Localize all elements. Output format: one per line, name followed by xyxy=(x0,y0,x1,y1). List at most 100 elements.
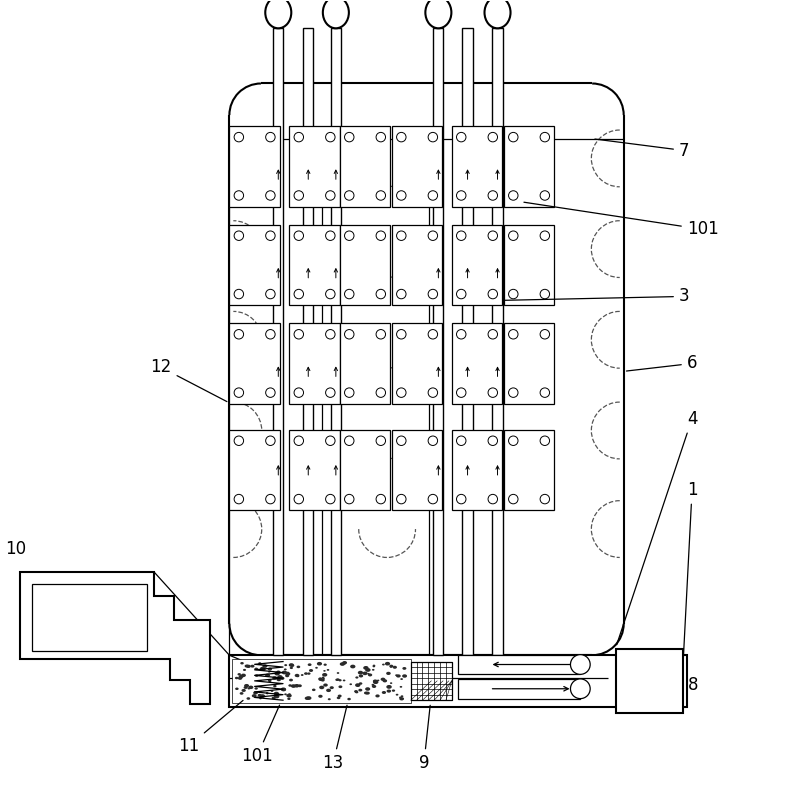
Bar xyxy=(504,430,555,510)
Ellipse shape xyxy=(457,231,466,240)
Ellipse shape xyxy=(350,664,356,668)
Ellipse shape xyxy=(253,691,258,694)
Ellipse shape xyxy=(273,685,276,687)
Bar xyxy=(231,659,411,702)
Ellipse shape xyxy=(540,231,550,240)
Ellipse shape xyxy=(325,190,335,200)
Ellipse shape xyxy=(318,694,322,698)
Ellipse shape xyxy=(260,667,265,670)
Ellipse shape xyxy=(327,669,329,671)
Ellipse shape xyxy=(325,436,335,446)
Ellipse shape xyxy=(271,690,273,692)
Ellipse shape xyxy=(509,495,518,504)
Text: 101: 101 xyxy=(241,705,280,766)
Ellipse shape xyxy=(488,329,498,339)
Ellipse shape xyxy=(392,690,395,692)
Ellipse shape xyxy=(248,686,254,689)
Ellipse shape xyxy=(343,679,345,681)
Ellipse shape xyxy=(428,231,438,240)
Ellipse shape xyxy=(242,689,246,692)
Ellipse shape xyxy=(457,329,466,339)
Ellipse shape xyxy=(250,664,254,668)
Ellipse shape xyxy=(234,190,243,200)
Ellipse shape xyxy=(389,664,393,668)
Ellipse shape xyxy=(354,690,358,693)
Text: 101: 101 xyxy=(524,202,719,239)
Ellipse shape xyxy=(268,668,272,671)
Ellipse shape xyxy=(368,673,372,676)
Ellipse shape xyxy=(235,677,239,679)
Ellipse shape xyxy=(509,190,518,200)
Ellipse shape xyxy=(265,289,275,299)
Ellipse shape xyxy=(457,388,466,397)
Bar xyxy=(392,430,442,510)
Ellipse shape xyxy=(376,388,386,397)
Bar xyxy=(289,430,340,510)
Bar xyxy=(229,430,280,510)
Ellipse shape xyxy=(344,388,354,397)
Ellipse shape xyxy=(401,695,404,698)
Ellipse shape xyxy=(322,676,325,679)
Ellipse shape xyxy=(265,495,275,504)
Text: 8: 8 xyxy=(688,676,699,694)
Ellipse shape xyxy=(294,289,303,299)
Ellipse shape xyxy=(255,675,258,677)
Ellipse shape xyxy=(428,329,438,339)
Ellipse shape xyxy=(258,694,261,697)
Ellipse shape xyxy=(348,698,351,700)
Bar xyxy=(289,224,340,305)
Ellipse shape xyxy=(273,692,279,695)
Ellipse shape xyxy=(240,662,244,664)
Ellipse shape xyxy=(297,675,299,677)
Ellipse shape xyxy=(457,495,466,504)
Ellipse shape xyxy=(235,687,239,690)
Ellipse shape xyxy=(488,495,498,504)
Ellipse shape xyxy=(509,388,518,397)
Ellipse shape xyxy=(325,495,335,504)
Ellipse shape xyxy=(288,694,291,695)
Ellipse shape xyxy=(366,691,370,694)
Ellipse shape xyxy=(281,688,286,691)
Ellipse shape xyxy=(246,698,250,700)
Ellipse shape xyxy=(397,436,406,446)
Ellipse shape xyxy=(265,231,275,240)
Ellipse shape xyxy=(373,680,378,684)
Ellipse shape xyxy=(284,664,287,666)
Ellipse shape xyxy=(371,684,374,686)
Ellipse shape xyxy=(457,436,466,446)
Bar xyxy=(504,126,555,206)
Ellipse shape xyxy=(325,388,335,397)
Bar xyxy=(452,126,502,206)
Ellipse shape xyxy=(276,671,280,673)
Ellipse shape xyxy=(265,675,268,676)
Ellipse shape xyxy=(377,679,379,681)
Ellipse shape xyxy=(425,0,451,28)
Text: 10: 10 xyxy=(5,540,26,558)
Ellipse shape xyxy=(294,495,303,504)
Bar xyxy=(392,126,442,206)
Ellipse shape xyxy=(274,694,280,698)
Ellipse shape xyxy=(397,388,406,397)
Ellipse shape xyxy=(234,388,243,397)
Ellipse shape xyxy=(284,668,287,671)
Ellipse shape xyxy=(509,436,518,446)
Bar xyxy=(303,28,314,655)
Ellipse shape xyxy=(291,684,296,688)
Ellipse shape xyxy=(322,678,325,679)
Ellipse shape xyxy=(397,289,406,299)
Ellipse shape xyxy=(325,329,335,339)
Ellipse shape xyxy=(335,679,339,681)
Bar xyxy=(289,126,340,206)
Ellipse shape xyxy=(376,133,386,142)
Ellipse shape xyxy=(488,190,498,200)
Ellipse shape xyxy=(428,190,438,200)
Text: 1: 1 xyxy=(683,480,698,665)
Ellipse shape xyxy=(399,697,404,701)
Ellipse shape xyxy=(488,388,498,397)
Ellipse shape xyxy=(285,672,290,675)
Ellipse shape xyxy=(373,664,375,667)
Text: 3: 3 xyxy=(504,288,690,306)
Ellipse shape xyxy=(294,190,303,200)
Ellipse shape xyxy=(376,495,386,504)
Ellipse shape xyxy=(395,675,398,676)
